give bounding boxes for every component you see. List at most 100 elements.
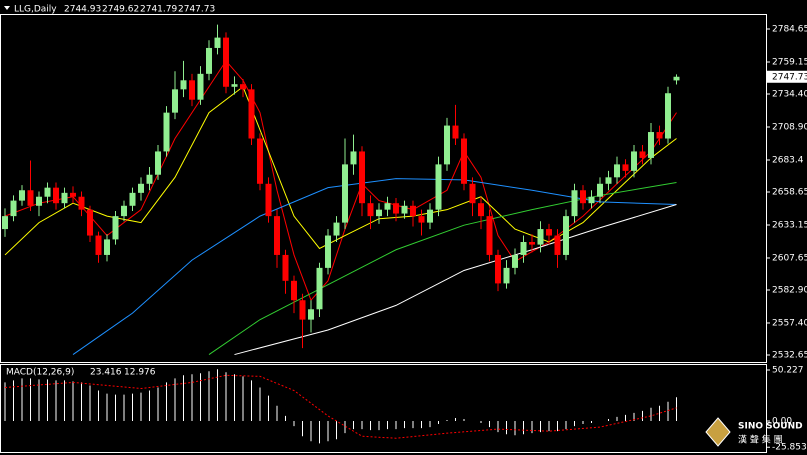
candle-body bbox=[648, 132, 654, 158]
menu-triangle bbox=[4, 6, 10, 10]
candle-body bbox=[503, 267, 510, 284]
candle-body bbox=[44, 187, 51, 197]
candle-body bbox=[631, 151, 637, 171]
candle-body bbox=[282, 254, 289, 281]
y-tick-label: 50.227 bbox=[772, 366, 804, 376]
y-tick-label: 2607.65 bbox=[772, 253, 807, 263]
candle-body bbox=[206, 47, 212, 74]
candle-body bbox=[580, 190, 586, 204]
candle-body bbox=[325, 235, 331, 268]
candle-body bbox=[359, 151, 365, 204]
candle-body bbox=[104, 239, 110, 255]
candle-body bbox=[537, 229, 544, 245]
candle-body bbox=[461, 138, 467, 184]
candle-body bbox=[121, 205, 127, 217]
candle-body bbox=[10, 200, 17, 217]
last-price-label: 2747.73 bbox=[772, 72, 807, 82]
candle-body bbox=[257, 138, 263, 184]
candle-body bbox=[223, 37, 229, 87]
candle-body bbox=[231, 84, 238, 87]
candle-body bbox=[563, 216, 569, 255]
candle-body bbox=[333, 222, 340, 236]
candle-body bbox=[529, 242, 535, 245]
candle-body bbox=[78, 196, 85, 210]
candle-body bbox=[614, 164, 620, 178]
y-tick-label: -25.853 bbox=[772, 443, 807, 453]
candle-body bbox=[155, 151, 161, 175]
candle-body bbox=[308, 309, 314, 320]
main-pane-border bbox=[0, 14, 767, 363]
signal-value: 12.976 bbox=[124, 368, 156, 378]
candle-body bbox=[138, 183, 144, 193]
candle-body bbox=[384, 203, 391, 210]
y-tick-label: 2734.40 bbox=[772, 90, 807, 100]
header-value: 2749.62 bbox=[102, 5, 139, 15]
candle-body bbox=[95, 235, 102, 255]
candle-body bbox=[665, 93, 671, 139]
logo: SINO SOUND 漢 聲 集 團 bbox=[705, 417, 803, 447]
y-tick-label: 2557.40 bbox=[772, 318, 807, 328]
candle-body bbox=[172, 89, 178, 113]
header-value: 2741.79 bbox=[140, 5, 177, 15]
candle-body bbox=[19, 190, 25, 201]
y-tick-label: 2633.15 bbox=[772, 220, 807, 230]
signal-line bbox=[4, 374, 677, 439]
candle-body bbox=[146, 174, 153, 184]
candle-body bbox=[61, 192, 68, 204]
candle-body bbox=[2, 216, 8, 230]
macd-value: 23.416 bbox=[90, 368, 122, 378]
candle-body bbox=[197, 73, 204, 100]
candle-body bbox=[265, 183, 272, 217]
candle-body bbox=[129, 192, 136, 206]
macd-title: MACD(12,26,9) bbox=[6, 368, 74, 378]
candle-body bbox=[639, 151, 646, 158]
candle-body bbox=[401, 205, 408, 214]
candle-body bbox=[240, 84, 246, 90]
candle-body bbox=[87, 209, 93, 236]
candle-body bbox=[367, 203, 374, 217]
y-tick-label: 2784.65 bbox=[772, 25, 807, 35]
candle-body bbox=[376, 209, 382, 217]
candle-body bbox=[418, 216, 425, 223]
header-value: 2744.93 bbox=[64, 5, 101, 15]
candle-body bbox=[546, 229, 552, 236]
candle-body bbox=[495, 254, 501, 284]
candle-body bbox=[189, 80, 195, 100]
candle-body bbox=[554, 235, 561, 255]
candle-body bbox=[656, 132, 663, 139]
candle-body bbox=[70, 192, 76, 197]
candle-body bbox=[316, 267, 323, 310]
y-tick-label: 2683.4 bbox=[772, 155, 804, 165]
candle-body bbox=[597, 183, 603, 197]
candle-body bbox=[274, 216, 280, 255]
candle-body bbox=[180, 80, 187, 90]
logo-chinese: 漢 聲 集 團 bbox=[738, 434, 783, 446]
macd-pane-border bbox=[0, 364, 767, 453]
candle-body bbox=[342, 164, 348, 223]
y-tick-label: 2759.15 bbox=[772, 57, 807, 67]
candle-body bbox=[673, 76, 680, 81]
candle-body bbox=[112, 216, 119, 240]
logo-name: SINO SOUND bbox=[738, 422, 803, 432]
candle-body bbox=[248, 89, 255, 139]
candle-body bbox=[299, 300, 306, 320]
y-tick-label: 2582.90 bbox=[772, 285, 807, 295]
candle-body bbox=[36, 196, 42, 206]
chart-title: LLG,Daily bbox=[14, 5, 57, 15]
last-price-box bbox=[767, 70, 807, 83]
candle-body bbox=[393, 203, 399, 214]
candle-body bbox=[478, 203, 484, 217]
header-value: 2747.73 bbox=[178, 5, 215, 15]
candle-body bbox=[588, 196, 595, 204]
y-tick-label: 0.00 bbox=[772, 416, 792, 426]
candle-body bbox=[622, 164, 629, 171]
y-tick-label: 2658.65 bbox=[772, 188, 807, 198]
candle-body bbox=[53, 187, 59, 204]
logo-icon bbox=[705, 417, 731, 447]
candle-body bbox=[469, 183, 476, 204]
moving-average-line bbox=[234, 204, 677, 356]
y-tick-label: 2708.90 bbox=[772, 122, 807, 132]
candle-body bbox=[452, 125, 459, 139]
